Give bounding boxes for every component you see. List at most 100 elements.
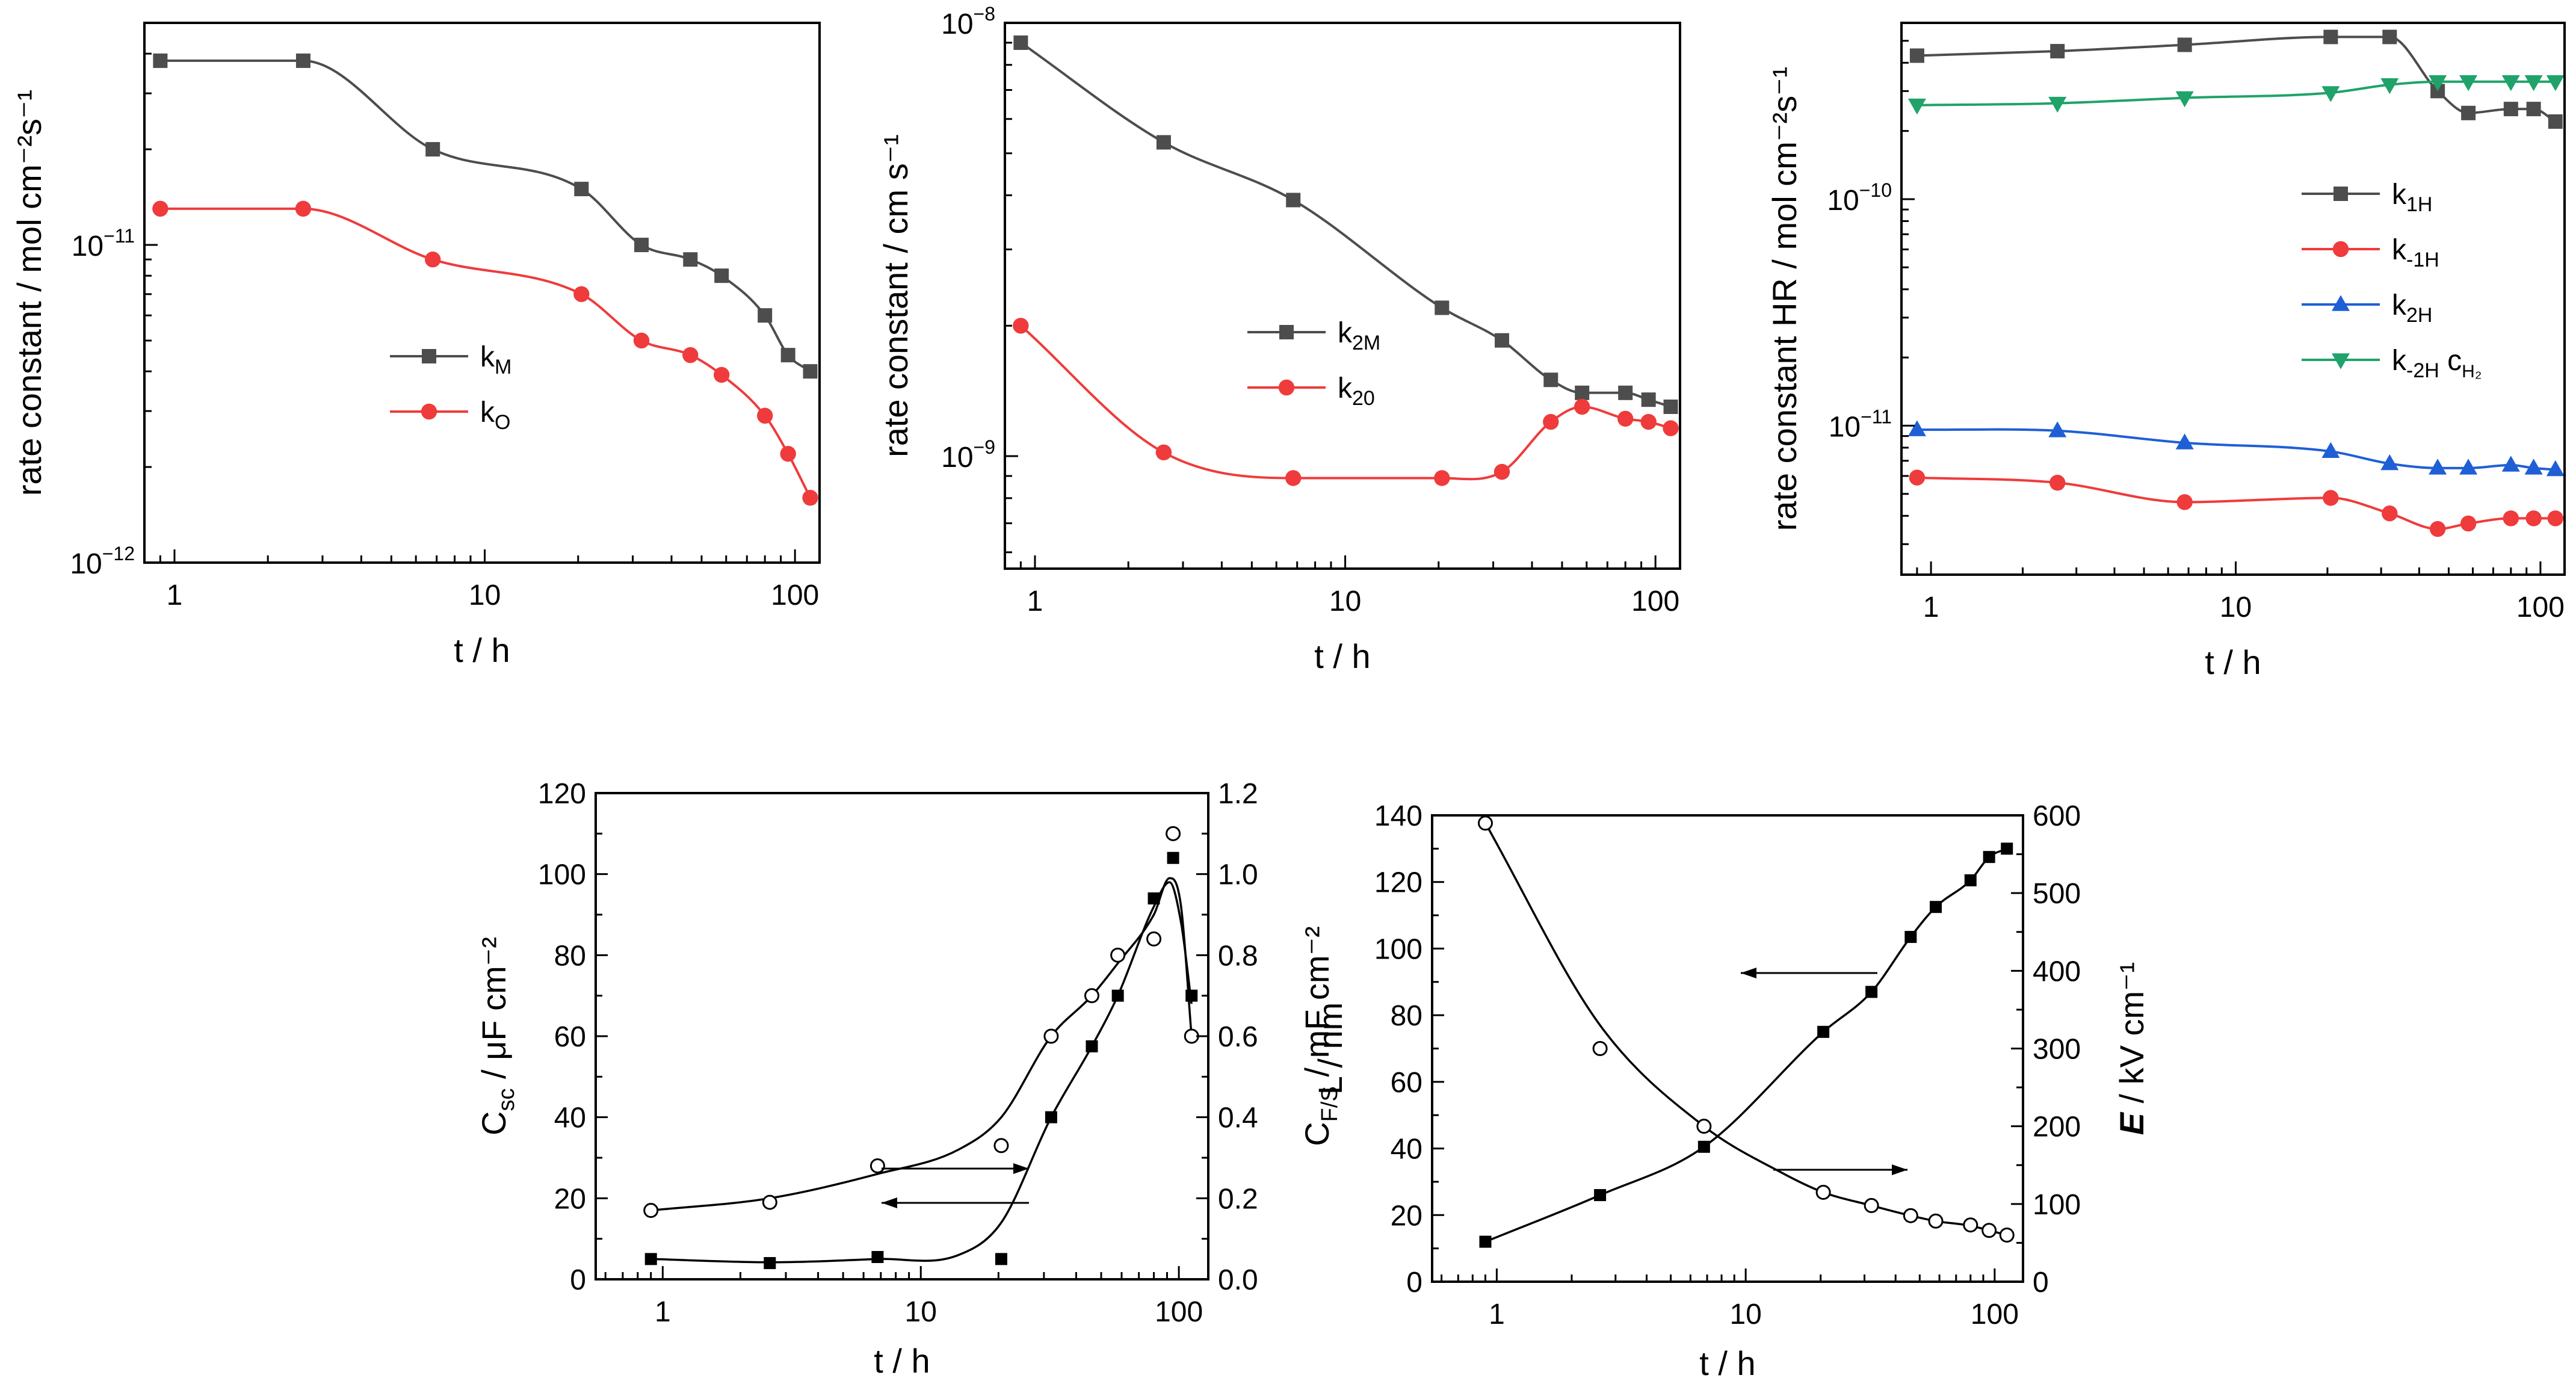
data-point-C_sc xyxy=(1147,892,1160,905)
data-point-C_F/S xyxy=(1043,1028,1059,1044)
y2-tick-label: 0.0 xyxy=(1218,1264,1258,1296)
y2-axis-label: E / kV cm⁻¹ xyxy=(2113,962,2151,1135)
y-tick-label: 10−11 xyxy=(1829,406,1892,443)
legend-marker xyxy=(2332,353,2350,369)
y-tick-label: 10−10 xyxy=(1827,179,1892,217)
fit-curve-C_sc xyxy=(650,881,1193,1264)
data-point-k_1H xyxy=(2503,102,2518,117)
y-tick-label: 20 xyxy=(554,1183,586,1215)
x-tick-label: 1 xyxy=(1489,1299,1505,1330)
y-tick-label: 140 xyxy=(1374,800,1422,832)
data-point-k_-2H c_H2 xyxy=(2321,86,2340,102)
data-point-k_1H xyxy=(2050,44,2065,59)
data-point-L xyxy=(1697,1140,1710,1153)
x-tick-label: 100 xyxy=(1971,1299,2019,1330)
data-point-k_-1H xyxy=(2460,515,2477,532)
data-point-k_O xyxy=(633,332,650,349)
data-point-E xyxy=(1815,1184,1831,1200)
x-tick-label: 1 xyxy=(1923,592,1939,623)
y-tick-label: 40 xyxy=(1391,1134,1422,1166)
data-point-k_1H xyxy=(1909,48,1924,63)
y-tick-label: 10−12 xyxy=(70,543,135,580)
x-axis-label: t / h xyxy=(874,1342,930,1380)
fit-curve-C_F/S xyxy=(650,877,1193,1212)
x-axis-label: t / h xyxy=(1699,1344,1755,1382)
data-point-C_F/S xyxy=(1184,1028,1199,1044)
legend-marker xyxy=(2332,241,2349,258)
y2-tick-label: 0.4 xyxy=(1218,1102,1258,1134)
data-point-k_2H xyxy=(1907,420,1926,436)
series-line-k_-1H xyxy=(1917,476,2556,531)
legend-label: k1H xyxy=(2392,179,2432,216)
y2-tick-label: 0.2 xyxy=(1218,1183,1258,1215)
y2-tick-label: 1.0 xyxy=(1218,859,1258,891)
y-axis-label: rate constant HR / mol cm⁻²s⁻¹ xyxy=(1765,67,1803,531)
data-point-k_1H xyxy=(2177,37,2192,52)
legend-label: k-2H cH₂ xyxy=(2392,345,2482,382)
panel-B: 1 10 100 10−9 10−8 t / h rate constant / cm s⁻… xyxy=(877,3,1681,675)
data-point-C_sc xyxy=(995,1253,1007,1265)
series-line-k_-2H c_H2 xyxy=(1917,80,2556,107)
series-line-k_M xyxy=(160,59,811,372)
panel-C: 1 10 100 10−11 10−10 t / h rate constant HR / … xyxy=(1765,22,2566,681)
data-point-k_-1H xyxy=(2525,510,2542,527)
data-point-k_O xyxy=(757,407,773,424)
plot-frame xyxy=(1900,22,2566,576)
legend-label: kM xyxy=(480,341,511,378)
x-tick-label: 100 xyxy=(771,579,819,611)
y-tick-label: 120 xyxy=(538,778,586,810)
data-point-C_F/S xyxy=(1146,931,1162,947)
data-point-E xyxy=(1592,1041,1608,1056)
data-point-k_M xyxy=(714,268,729,283)
data-point-k_20 xyxy=(1493,463,1510,480)
fit-curve-E xyxy=(1484,823,2007,1237)
data-point-k_-2H c_H2 xyxy=(2380,78,2399,94)
legend-label: k-1H xyxy=(2392,234,2439,271)
data-point-k_M xyxy=(758,308,773,323)
y-tick-label: 0 xyxy=(570,1264,586,1296)
y-tick-label: 40 xyxy=(554,1102,586,1134)
y-axis-label: rate constant / mol cm⁻²s⁻¹ xyxy=(10,90,48,496)
data-point-k_2M xyxy=(1575,385,1590,400)
data-point-k_-2H c_H2 xyxy=(2175,91,2194,108)
data-point-k_O xyxy=(425,251,441,268)
data-point-k_2H xyxy=(2524,459,2543,475)
x-tick-label: 1 xyxy=(655,1296,671,1328)
data-point-k_2M xyxy=(1543,372,1558,388)
data-point-k_20 xyxy=(1617,410,1634,427)
data-point-k_-1H xyxy=(2049,475,2066,491)
data-point-k_2H xyxy=(2459,459,2478,475)
series-line-k_2H xyxy=(1917,428,2556,471)
y-axis-label: Csc / μF cm⁻² xyxy=(475,937,519,1135)
y2-tick-label: 200 xyxy=(2033,1111,2081,1143)
x-tick-label: 1 xyxy=(167,579,183,611)
data-point-k_-2H c_H2 xyxy=(2546,75,2565,91)
data-point-k_-1H xyxy=(2323,490,2339,506)
data-point-k_-1H xyxy=(2382,505,2398,522)
data-point-k_2M xyxy=(1013,35,1028,50)
data-point-k_-2H c_H2 xyxy=(1907,98,1926,115)
legend-label: k20 xyxy=(1338,372,1375,410)
panel-E: 1 10 100 0 20 40 60 80 100 120 140 0 100 200 300 400 500… xyxy=(1311,800,2151,1382)
data-point-k_-1H xyxy=(2176,494,2193,510)
data-point-k_2H xyxy=(2380,454,2399,471)
data-point-k_M xyxy=(634,238,649,253)
y-tick-label: 120 xyxy=(1374,867,1422,899)
y2-tick-label: 0.6 xyxy=(1218,1021,1258,1053)
panel-D: 1 10 100 0 20 40 60 80 100 120 0.0 0.2 0.4 0.6 0.8 1.0 1… xyxy=(475,778,1342,1380)
legend-marker xyxy=(2334,187,2348,201)
data-point-C_sc xyxy=(644,1253,657,1265)
data-point-k_M xyxy=(780,348,795,363)
data-point-k_20 xyxy=(1155,444,1172,461)
data-point-E xyxy=(1981,1223,1997,1238)
data-point-k_M xyxy=(425,142,440,157)
x-tick-label: 10 xyxy=(2220,592,2252,623)
y2-tick-label: 600 xyxy=(2033,800,2081,832)
data-point-C_F/S xyxy=(869,1158,885,1173)
x-tick-label: 10 xyxy=(905,1296,937,1328)
arrow-to-right-axis-head xyxy=(1013,1163,1029,1174)
y-axis-label: L / nm xyxy=(1311,1002,1349,1095)
series-line-k_1H xyxy=(1917,36,2556,123)
legend-marker xyxy=(1278,379,1295,396)
